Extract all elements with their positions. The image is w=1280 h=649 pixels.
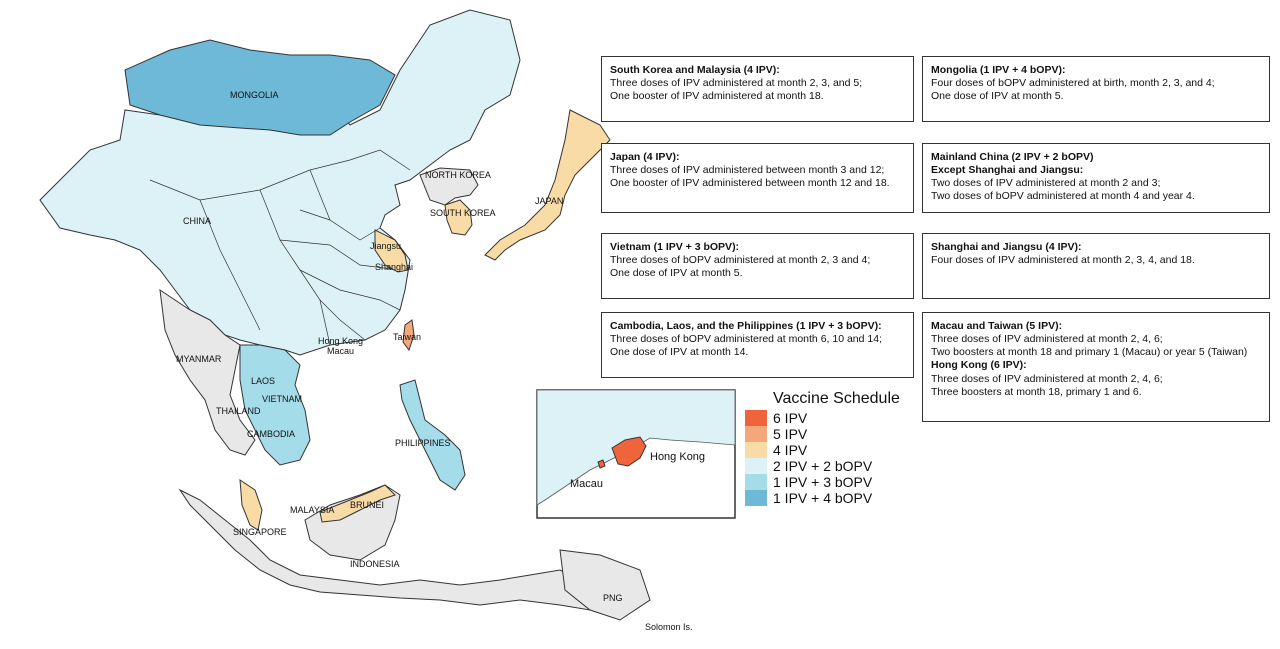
label-philippines: PHILIPPINES [395, 438, 451, 448]
legend-item: 1 IPV + 3 bOPV [745, 474, 900, 490]
region-png [559, 549, 651, 621]
box-line: Two boosters at month 18 and primary 1 (… [931, 346, 1248, 359]
label-japan: JAPAN [535, 196, 563, 206]
box-line: Four doses of IPV administered at month … [931, 254, 1195, 267]
label-north-korea: NORTH KOREA [425, 170, 491, 180]
box-line: Three doses of IPV administered between … [610, 164, 885, 177]
label-malaysia: MALAYSIA [290, 505, 334, 515]
label-thailand: THAILAND [216, 406, 261, 416]
legend-swatch [745, 410, 767, 426]
region-malaysia-peninsula [239, 479, 263, 531]
box-japan: Japan (4 IPV): Three doses of IPV admini… [601, 143, 914, 213]
legend-swatch [745, 458, 767, 474]
region-myanmar-thailand [159, 288, 256, 456]
label-china: CHINA [183, 216, 211, 226]
box-line: Four doses of bOPV administered at birth… [931, 77, 1215, 90]
region-indochina [239, 344, 311, 466]
box-line: One booster of IPV administered at month… [610, 90, 824, 103]
legend-title: Vaccine Schedule [773, 390, 900, 407]
region-philippines [399, 379, 466, 491]
legend-swatch [745, 490, 767, 506]
legend-item: 4 IPV [745, 442, 900, 458]
label-singapore: SINGAPORE [233, 527, 287, 537]
label-laos: LAOS [251, 376, 275, 386]
legend-item: 2 IPV + 2 bOPV [745, 458, 900, 474]
label-myanmar: MYANMAR [176, 354, 222, 364]
region-japan [484, 109, 611, 261]
legend: Vaccine Schedule 6 IPV 5 IPV 4 IPV 2 IPV + … [745, 390, 900, 506]
label-solomon: Solomon Is. [645, 622, 693, 632]
box-title: Japan (4 IPV): [610, 151, 680, 163]
box-line: Three doses of bOPV administered at mont… [610, 333, 882, 346]
legend-swatch [745, 442, 767, 458]
legend-label: 2 IPV + 2 bOPV [773, 458, 873, 474]
box-title: Mongolia (1 IPV + 4 bOPV): [931, 64, 1066, 76]
label-hong-kong: Hong Kong [318, 336, 363, 346]
box-line: Three doses of IPV administered at month… [610, 77, 863, 90]
box-line: Three doses of bOPV administered at mont… [610, 254, 871, 267]
region-south-korea [444, 199, 473, 236]
legend-label: 5 IPV [773, 426, 808, 442]
legend-item: 5 IPV [745, 426, 900, 442]
inset-map: Hong Kong Macau [536, 389, 736, 519]
box-line: Two doses of bOPV administered at month … [931, 190, 1195, 203]
box-title: South Korea and Malaysia (4 IPV): [610, 64, 780, 76]
box-title: Macau and Taiwan (5 IPV): [931, 320, 1063, 332]
legend-label: 1 IPV + 3 bOPV [773, 474, 873, 490]
box-title: Except Shanghai and Jiangsu: [931, 164, 1084, 177]
region-malaysia-borneo [319, 484, 396, 523]
label-south-korea: SOUTH KOREA [430, 208, 496, 218]
box-title: Shanghai and Jiangsu (4 IPV): [931, 241, 1082, 253]
box-mainland-china: Mainland China (2 IPV + 2 bOPV) Except S… [922, 143, 1270, 213]
legend-swatch [745, 474, 767, 490]
region-taiwan [402, 319, 415, 352]
legend-items: 6 IPV 5 IPV 4 IPV 2 IPV + 2 bOPV 1 IPV + 3 b… [745, 410, 900, 506]
box-title: Mainland China (2 IPV + 2 bOPV) [931, 151, 1094, 163]
box-line: One dose of IPV at month 14. [610, 346, 749, 359]
legend-item: 1 IPV + 4 bOPV [745, 490, 900, 506]
legend-item: 6 IPV [745, 410, 900, 426]
box-macau-taiwan-hong-kong: Macau and Taiwan (5 IPV): Three doses of… [922, 312, 1270, 422]
inset-hong-kong [611, 436, 647, 467]
legend-label: 1 IPV + 4 bOPV [773, 490, 873, 506]
box-title: Vietnam (1 IPV + 3 bOPV): [610, 241, 740, 253]
label-macau: Macau [327, 346, 354, 356]
label-taiwan: Taiwan [393, 332, 421, 342]
label-shanghai: Shanghai [375, 262, 413, 272]
box-line: Two doses of IPV administered at month 2… [931, 177, 1161, 190]
box-cambodia-laos-philippines: Cambodia, Laos, and the Philippines (1 I… [601, 312, 914, 378]
region-mongolia [124, 39, 396, 136]
label-png: PNG [603, 593, 623, 603]
legend-swatch [745, 426, 767, 442]
label-indonesia: INDONESIA [350, 559, 400, 569]
box-line: One dose of IPV at month 5. [931, 90, 1064, 103]
box-title: Hong Kong (6 IPV): [931, 359, 1027, 372]
inset-macau [597, 459, 606, 469]
province-borders [149, 149, 411, 346]
label-brunei: BRUNEI [350, 500, 384, 510]
box-line: Three boosters at month 18, primary 1 an… [931, 385, 1142, 398]
inset-label-macau: Macau [570, 478, 603, 490]
box-vietnam: Vietnam (1 IPV + 3 bOPV): Three doses of… [601, 233, 914, 299]
box-mongolia: Mongolia (1 IPV + 4 bOPV): Four doses of… [922, 56, 1270, 122]
box-line: Three doses of IPV administered at month… [931, 333, 1163, 346]
region-north-korea [419, 167, 479, 206]
region-borneo [304, 484, 401, 561]
box-korea-malaysia: South Korea and Malaysia (4 IPV): Three … [601, 56, 914, 122]
box-line: Three doses of IPV administered at month… [931, 372, 1163, 385]
label-mongolia: MONGOLIA [230, 90, 279, 100]
box-shanghai-jiangsu: Shanghai and Jiangsu (4 IPV): Four doses… [922, 233, 1270, 299]
box-title: Cambodia, Laos, and the Philippines (1 I… [610, 320, 882, 332]
box-line: One booster of IPV administered between … [610, 177, 890, 190]
region-jiangsu-shanghai [374, 229, 409, 273]
box-line: One dose of IPV at month 5. [610, 267, 743, 280]
legend-label: 4 IPV [773, 442, 808, 458]
label-jiangsu: Jiangsu [370, 241, 401, 251]
label-vietnam: VIETNAM [262, 394, 302, 404]
label-cambodia: CAMBODIA [247, 429, 295, 439]
inset-label-hong-kong: Hong Kong [650, 451, 705, 463]
legend-label: 6 IPV [773, 410, 808, 426]
